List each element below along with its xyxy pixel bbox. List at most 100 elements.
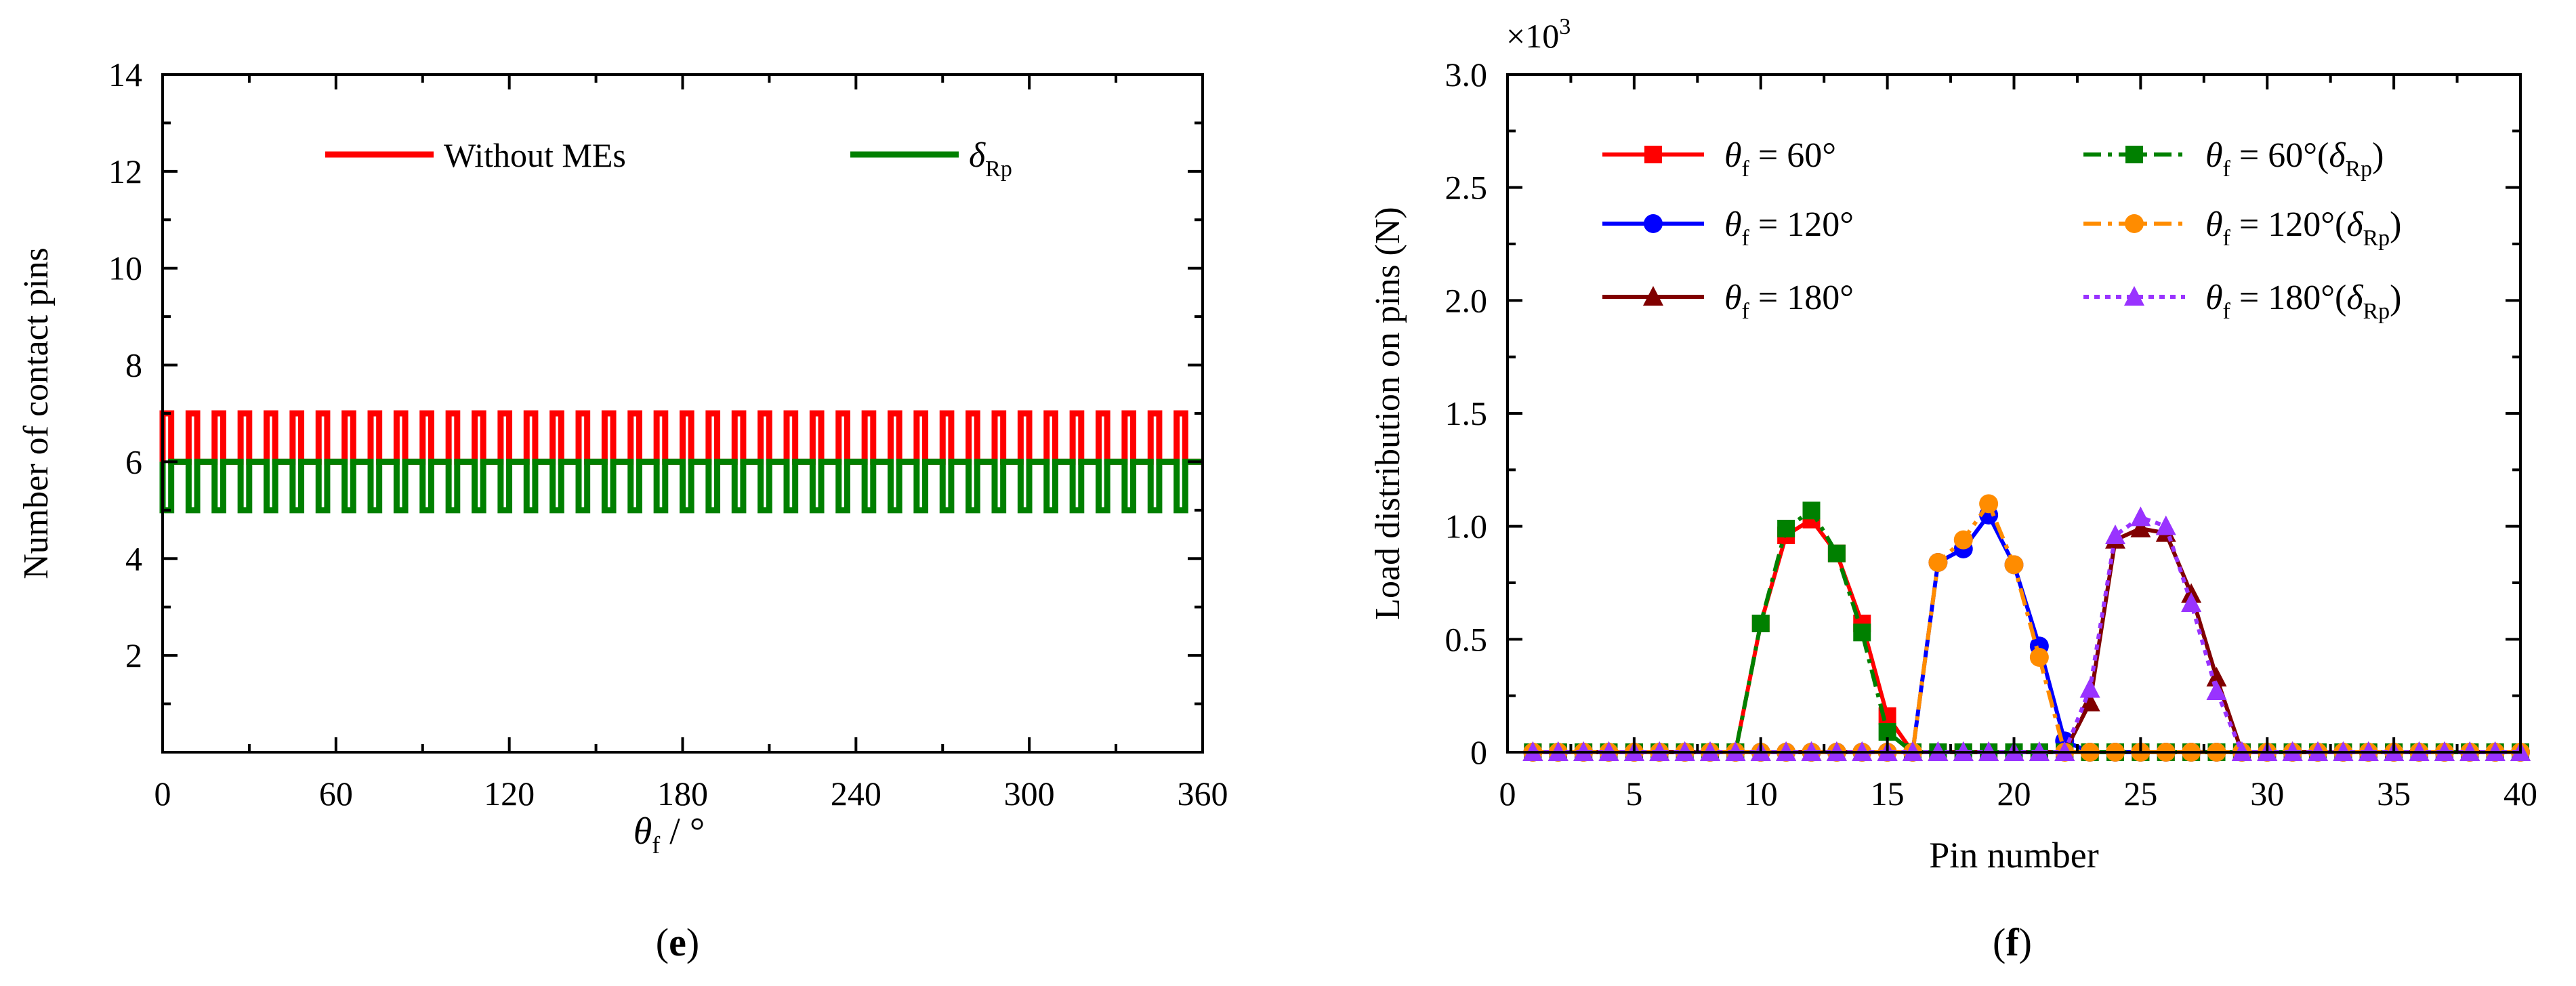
legend-subscript: f [1742, 226, 1750, 251]
x-tick-label: 25 [2123, 775, 2157, 813]
legend-text: = 180°( [2230, 279, 2346, 317]
x-axis-unit: / ° [660, 810, 705, 853]
legend-text: = 120° [1749, 205, 1854, 244]
paren: ( [1993, 920, 2006, 964]
legend-symbol: δ [969, 136, 986, 175]
x-tick-label: 20 [1997, 775, 2031, 813]
legend-text: = 60° [1749, 136, 1836, 175]
data-point [2029, 648, 2049, 667]
series-without-mes-line [159, 410, 1203, 465]
data-point [1853, 623, 1871, 642]
legend-subscript: f [1742, 157, 1750, 182]
data-point [2079, 678, 2100, 698]
legend-symbol: θ [1724, 279, 1742, 317]
legend-marker [2124, 286, 2144, 306]
y-tick-label: 0 [1470, 733, 1487, 771]
legend-label: θf = 180° [1724, 279, 1854, 324]
legend-subscript: f [2223, 226, 2231, 251]
x-tick-label: 300 [1004, 775, 1055, 813]
series-group-1 [1523, 506, 2530, 762]
paren: ) [2019, 920, 2032, 964]
legend-symbol: θ [2205, 136, 2223, 175]
multiplier-base: ×10 [1506, 17, 1559, 55]
y-tick-label: 2.5 [1445, 169, 1488, 207]
data-point [2206, 667, 2227, 686]
chart-e: 0 60 120 180 240 300 360 2 4 6 8 10 12 14 Number of co… [17, 56, 1228, 964]
data-point [2079, 691, 2100, 712]
series-line-4 [1533, 499, 2520, 754]
y-tick-label: 4 [125, 539, 142, 577]
series-group-5 [1522, 506, 2531, 761]
legend-marker [1644, 146, 1662, 163]
data-point [2004, 555, 2024, 575]
y-tick-label: 14 [108, 56, 142, 94]
y-tick-label: 10 [108, 249, 142, 287]
data-point [1928, 553, 1948, 572]
x-tick-label: 40 [2504, 775, 2537, 813]
legend-subscript: Rp [985, 157, 1012, 182]
legend-text: = 120°( [2230, 205, 2346, 244]
x-tick-label: 35 [2377, 775, 2411, 813]
legend-label: θf = 120° [1724, 205, 1854, 251]
legend-subscript-2: Rp [2363, 299, 2390, 324]
panel-label-e: (e) [656, 920, 699, 964]
x-tick-label: 360 [1178, 775, 1228, 813]
legend-symbol: θ [1724, 205, 1742, 244]
y-tick-label: 6 [125, 443, 142, 480]
legend-label: θf = 60° [1724, 136, 1836, 182]
series-line-5 [1533, 514, 2520, 754]
legend-text-end: ) [2372, 136, 2384, 175]
legend-marker [2125, 146, 2143, 163]
y-tick-label: 8 [125, 346, 142, 384]
y-axis-label: Load distribution on pins (N) [1369, 207, 1407, 620]
legend-marker [1644, 214, 1663, 233]
series-line-1 [1533, 511, 2520, 754]
legend-symbol-2: δ [2346, 279, 2363, 317]
legend-text: = 60°( [2230, 136, 2329, 175]
x-axis-label: θf / ° [633, 810, 705, 859]
x-tick-label: 60 [319, 775, 353, 813]
legend-label: θf = 120°(δRp) [2205, 205, 2402, 251]
paren: ) [686, 920, 699, 964]
series-group-3 [1524, 501, 2529, 761]
y-multiplier: ×103 [1506, 14, 1571, 55]
series-line-0 [1533, 516, 2520, 754]
legend-label-without-mes: Without MEs [444, 136, 626, 174]
data-point [1979, 494, 1999, 514]
series-line-3 [1533, 507, 2520, 754]
x-tick-label: 15 [1871, 775, 1905, 813]
x-tick-label: 240 [831, 775, 881, 813]
y-tick-label: 0.5 [1445, 620, 1488, 658]
legend-subscript: f [1742, 299, 1750, 324]
legend-label: θf = 60°(δRp) [2205, 136, 2384, 182]
y-tick-label: 2 [125, 636, 142, 674]
series-delta-rp-line [159, 458, 1203, 514]
x-tick-label: 30 [2250, 775, 2284, 813]
legend-text-end: ) [2390, 279, 2401, 317]
x-axis-label: Pin number [1929, 835, 2099, 876]
multiplier-exponent: 3 [1559, 14, 1571, 39]
x-tick-label: 5 [1625, 775, 1642, 813]
y-tick-label: 3.0 [1445, 56, 1488, 94]
series-group-4 [1523, 494, 2530, 762]
data-point [1777, 520, 1795, 537]
series-line-2 [1533, 526, 2520, 754]
legend-marker [2125, 214, 2144, 233]
data-point [1751, 615, 1770, 632]
x-axis-symbol: θ [633, 810, 652, 853]
x-tick-label: 120 [484, 775, 535, 813]
legend-symbol: θ [2205, 279, 2223, 317]
x-tick-label: 0 [1499, 775, 1516, 813]
legend-symbol-2: δ [2346, 205, 2363, 244]
panel-letter: f [2006, 920, 2019, 964]
legend-symbol-2: δ [2329, 136, 2346, 175]
series-group-2 [1522, 518, 2531, 761]
data-point [2105, 525, 2125, 544]
data-point [1827, 544, 1846, 562]
data-point [2155, 515, 2176, 535]
data-point [2206, 680, 2227, 700]
panel-label-f: (f) [1993, 920, 2032, 964]
data-point [2181, 592, 2202, 612]
legend-text-end: ) [2390, 205, 2401, 244]
